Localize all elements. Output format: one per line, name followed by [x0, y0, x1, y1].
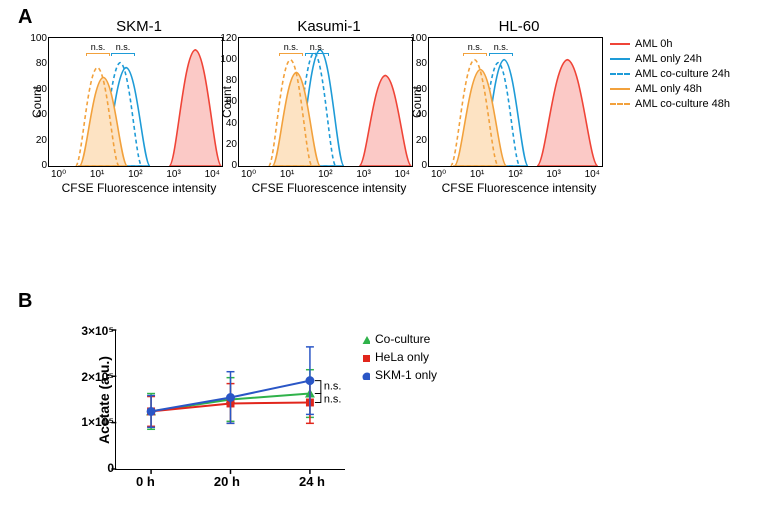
svg-text:n.s.: n.s.	[324, 393, 342, 405]
y-ticks: 100806040200	[407, 33, 427, 171]
legend-item: SKM-1 only	[360, 368, 437, 382]
legend-item: HeLa only	[360, 350, 437, 364]
legend-label: AML only 48h	[635, 83, 702, 95]
panel-b-yticks: 3×10⁵ 2×10⁵ 1×10⁵ 0	[74, 324, 114, 475]
legend-swatch	[610, 58, 630, 60]
x-ticks: 10⁰10¹10²10³10⁴	[49, 169, 222, 180]
ytick: 0	[107, 461, 114, 475]
legend-label: AML 0h	[635, 38, 673, 50]
histogram-plot: Count10080604020010⁰10¹10²10³10⁴n.s.n.s.	[48, 37, 223, 167]
svg-text:n.s.: n.s.	[324, 381, 342, 393]
legend-label: AML co-culture 24h	[635, 68, 730, 80]
y-ticks: 100806040200	[27, 33, 47, 171]
legend-item: AML only 24h	[610, 53, 730, 65]
x-axis-label: CFSE Fluorescence intensity	[48, 181, 230, 195]
histogram-title: HL-60	[428, 18, 610, 35]
panel-b-xticks: 0 h 20 h 24 h	[116, 474, 345, 489]
legend-label: AML co-culture 48h	[635, 98, 730, 110]
ns-annotation: n.s.	[305, 42, 329, 56]
legend-swatch	[610, 43, 630, 45]
ns-annotation: n.s.	[463, 42, 487, 56]
x-axis-label: CFSE Fluorescence intensity	[238, 181, 420, 195]
legend-item: AML 0h	[610, 38, 730, 50]
panel-a-row: SKM-1 Count10080604020010⁰10¹10²10³10⁴n.s…	[48, 18, 610, 195]
x-ticks: 10⁰10¹10²10³10⁴	[429, 169, 602, 180]
xtick: 20 h	[214, 474, 240, 489]
legend-label: Co-culture	[375, 332, 430, 346]
legend-item: AML co-culture 48h	[610, 98, 730, 110]
histogram-plot: Count12010080604020010⁰10¹10²10³10⁴n.s.n…	[238, 37, 413, 167]
legend-item: AML co-culture 24h	[610, 68, 730, 80]
legend-item: AML only 48h	[610, 83, 730, 95]
ns-annotation: n.s.	[86, 42, 110, 56]
xtick: 0 h	[136, 474, 155, 489]
legend-label: AML only 24h	[635, 53, 702, 65]
histogram-title: SKM-1	[48, 18, 230, 35]
histogram-1: Kasumi-1 Count12010080604020010⁰10¹10²10³…	[238, 18, 420, 195]
legend-swatch	[610, 103, 630, 105]
x-ticks: 10⁰10¹10²10³10⁴	[239, 169, 412, 180]
histogram-2: HL-60 Count10080604020010⁰10¹10²10³10⁴n.s…	[428, 18, 610, 195]
histogram-title: Kasumi-1	[238, 18, 420, 35]
panel-b-label: B	[18, 290, 32, 313]
panel-b-svg: n.s.n.s.	[116, 330, 345, 469]
histogram-0: SKM-1 Count10080604020010⁰10¹10²10³10⁴n.s…	[48, 18, 230, 195]
panel-b-axes: Acetate (a.u.) 3×10⁵2×10⁵1×10⁵0 0 h20 h2…	[115, 330, 345, 470]
legend-item: Co-culture	[360, 332, 437, 346]
histogram-plot: Count10080604020010⁰10¹10²10³10⁴n.s.n.s.	[428, 37, 603, 167]
ytick: 1×10⁵	[81, 415, 114, 429]
ns-annotation: n.s.	[279, 42, 303, 56]
panel-a-label: A	[18, 6, 32, 29]
ns-annotation: n.s.	[489, 42, 513, 56]
xtick: 24 h	[299, 474, 325, 489]
panel-a-legend: AML 0h AML only 24h AML co-culture 24h AML …	[610, 38, 730, 113]
ns-annotation: n.s.	[111, 42, 135, 56]
ytick: 2×10⁵	[81, 370, 114, 384]
panel-b-chart: Acetate (a.u.) 3×10⁵2×10⁵1×10⁵0 0 h20 h2…	[115, 330, 400, 470]
y-ticks: 120100806040200	[217, 33, 237, 171]
legend-label: HeLa only	[375, 350, 429, 364]
panel-b-legend: Co-culture HeLa only SKM-1 only	[360, 332, 437, 386]
ytick: 3×10⁵	[81, 324, 114, 338]
legend-label: SKM-1 only	[375, 368, 437, 382]
x-axis-label: CFSE Fluorescence intensity	[428, 181, 610, 195]
legend-swatch	[610, 73, 630, 75]
legend-swatch	[610, 88, 630, 90]
